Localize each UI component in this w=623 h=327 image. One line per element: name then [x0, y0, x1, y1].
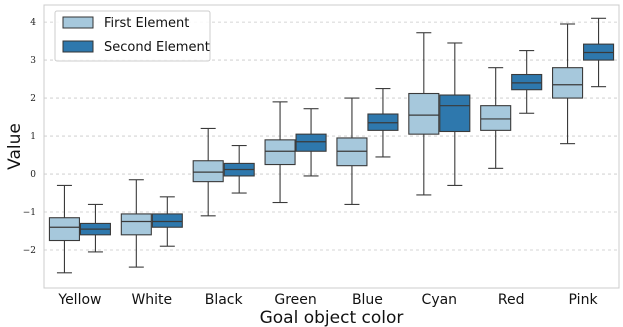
x-tick-label: Yellow — [57, 292, 101, 308]
x-tick-label: Pink — [569, 292, 599, 308]
box-iqr — [295, 133, 327, 152]
box-second-element — [583, 17, 615, 88]
y-tick-label: 3 — [30, 56, 36, 66]
box-first-element — [336, 97, 368, 205]
x-tick-label: Blue — [352, 292, 383, 308]
x-tick-label: Red — [498, 292, 525, 308]
legend-label-first-element: First Element — [104, 16, 189, 31]
legend-swatch-first-element — [62, 16, 94, 29]
y-tick-labels: −2 −1 0 1 2 3 4 — [23, 18, 37, 256]
box-iqr — [48, 217, 80, 242]
y-tick-label: 0 — [30, 170, 36, 180]
x-tick-label: Green — [274, 292, 316, 308]
y-tick-label: 1 — [30, 132, 36, 142]
legend-box — [54, 10, 211, 62]
y-tick-label: −1 — [23, 208, 36, 218]
box-second-element — [439, 42, 471, 186]
box-second-element — [511, 50, 543, 114]
box-iqr — [264, 139, 296, 166]
x-tick-labels: Yellow White Black Green Blue Cyan Red Pink — [57, 292, 598, 308]
box-iqr — [408, 92, 440, 135]
y-axis-label: Value — [5, 123, 25, 170]
y-tick-label: 4 — [30, 18, 36, 28]
x-tick-label: Black — [205, 292, 244, 308]
boxes — [48, 17, 615, 274]
y-tick-label: 2 — [30, 94, 36, 104]
box-second-element — [295, 108, 327, 177]
x-tick-label: Cyan — [422, 292, 458, 308]
box-iqr — [192, 160, 224, 183]
box-iqr — [511, 73, 543, 91]
box-first-element — [48, 184, 80, 274]
box-second-element — [79, 203, 111, 253]
box-second-element — [151, 196, 183, 247]
box-iqr — [120, 213, 152, 236]
x-tick-label: White — [131, 292, 172, 308]
legend-swatch-second-element — [62, 40, 94, 53]
box-first-element — [552, 23, 584, 145]
box-iqr — [439, 94, 471, 133]
box-first-element — [192, 127, 224, 217]
box-iqr — [151, 213, 183, 228]
legend: First Element Second Element — [54, 10, 211, 62]
box-second-element — [367, 88, 399, 158]
box-iqr — [552, 67, 584, 99]
box-first-element — [264, 101, 296, 204]
box-iqr — [480, 105, 512, 131]
y-tick-label: −2 — [23, 246, 36, 256]
box-first-element — [408, 32, 440, 196]
box-first-element — [480, 67, 512, 169]
plot-frame — [43, 4, 620, 289]
legend-label-second-element: Second Element — [104, 40, 210, 55]
box-first-element — [120, 179, 152, 268]
x-axis-label: Goal object color — [260, 308, 404, 327]
box-second-element — [223, 145, 255, 194]
